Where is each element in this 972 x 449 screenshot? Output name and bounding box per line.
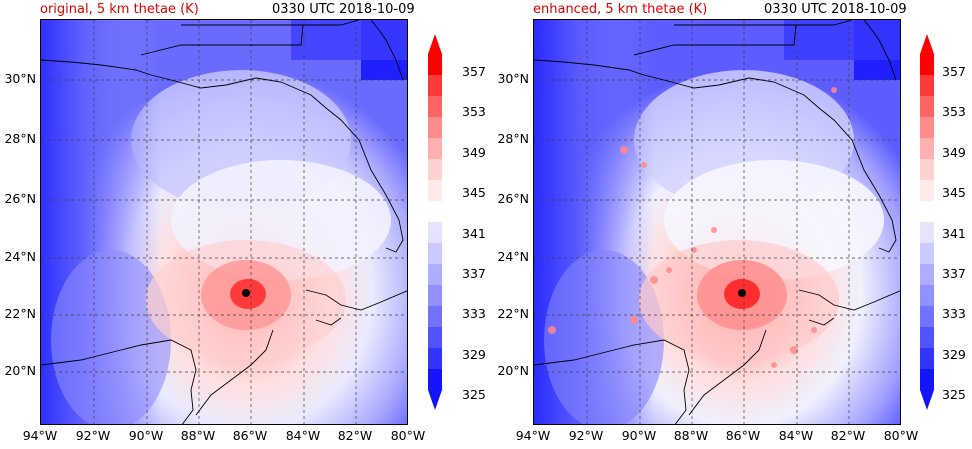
colorbar-segment (920, 222, 934, 244)
lat-label: 20°N (4, 363, 36, 378)
colorbar-label: 341 (462, 226, 486, 241)
lon-label: 92°W (568, 428, 604, 443)
colorbar-label: 353 (942, 104, 966, 119)
colorbar-segment (920, 243, 934, 265)
colorbar-segment (428, 348, 442, 370)
colorbar-label: 349 (942, 145, 966, 160)
lon-label: 84°W (778, 428, 814, 443)
lon-label: 82°W (337, 428, 373, 443)
map-panel-original (40, 19, 408, 425)
colorbar-label: 345 (462, 185, 486, 200)
map-original-graphic (41, 20, 407, 424)
lat-label: 26°N (497, 191, 529, 206)
colorbar-segment (920, 285, 934, 307)
colorbar-label: 325 (462, 387, 486, 402)
lat-label: 28°N (497, 131, 529, 146)
lat-label: 24°N (497, 249, 529, 264)
colorbar-segment (428, 138, 442, 160)
panel-right-title: enhanced, 5 km thetae (K) (533, 2, 708, 17)
lon-label: 86°W (232, 428, 268, 443)
colorbar-left (428, 32, 456, 412)
colorbar-label: 341 (942, 226, 966, 241)
colorbar-segment (428, 369, 442, 391)
colorbar-label: 329 (942, 347, 966, 362)
colorbar-segment (920, 54, 934, 76)
lat-label: 26°N (4, 191, 36, 206)
colorbar-max-arrow (920, 34, 934, 54)
lon-label: 82°W (830, 428, 866, 443)
colorbar-label: 345 (942, 185, 966, 200)
colorbar-min-arrow (428, 390, 442, 410)
lat-label: 22°N (4, 306, 36, 321)
colorbar-min-arrow (920, 390, 934, 410)
colorbar-segment (920, 75, 934, 97)
lon-label: 92°W (75, 428, 111, 443)
colorbar-segment (428, 117, 442, 139)
colorbar-segment (428, 75, 442, 97)
colorbar-segment (428, 285, 442, 307)
colorbar-label: 349 (462, 145, 486, 160)
colorbar-label: 357 (462, 64, 486, 79)
colorbar-label: 329 (462, 347, 486, 362)
colorbar-segment (428, 243, 442, 265)
colorbar-right-graphic (920, 34, 934, 410)
colorbar-segment (920, 159, 934, 181)
colorbar-segment (920, 369, 934, 391)
lon-label: 84°W (285, 428, 321, 443)
panel-left-time: 0330 UTC 2018-10-09 (272, 2, 415, 17)
panel-right-time: 0330 UTC 2018-10-09 (764, 2, 907, 17)
colorbar-segment (428, 54, 442, 76)
lat-label: 30°N (497, 71, 529, 86)
colorbar-segment (428, 264, 442, 286)
colorbar-segment (920, 264, 934, 286)
colorbar-segment (428, 96, 442, 118)
colorbar-right (920, 32, 948, 412)
lat-label: 22°N (497, 306, 529, 321)
colorbar-segment (428, 327, 442, 349)
lon-label: 80°W (883, 428, 919, 443)
colorbar-segment (920, 138, 934, 160)
lon-label: 88°W (673, 428, 709, 443)
colorbar-left-graphic (428, 34, 442, 410)
colorbar-segment (920, 180, 934, 202)
lon-label: 90°W (128, 428, 164, 443)
colorbar-segment (920, 96, 934, 118)
map-enhanced-graphic (534, 20, 900, 424)
colorbar-label: 333 (462, 306, 486, 321)
lat-label: 20°N (497, 363, 529, 378)
colorbar-label: 357 (942, 64, 966, 79)
colorbar-label: 353 (462, 104, 486, 119)
lon-label: 94°W (22, 428, 58, 443)
lon-label: 88°W (180, 428, 216, 443)
colorbar-segment (428, 222, 442, 244)
colorbar-segment (920, 117, 934, 139)
colorbar-segment (428, 180, 442, 202)
colorbar-label: 333 (942, 306, 966, 321)
lon-label: 80°W (390, 428, 426, 443)
colorbar-segment (920, 327, 934, 349)
lon-label: 94°W (515, 428, 551, 443)
lat-label: 24°N (4, 249, 36, 264)
colorbar-label: 337 (462, 266, 486, 281)
panel-left-title: original, 5 km thetae (K) (40, 2, 199, 17)
colorbar-segment (920, 201, 934, 223)
colorbar-segment (428, 159, 442, 181)
colorbar-segment (428, 201, 442, 223)
colorbar-segment (920, 306, 934, 328)
colorbar-segment (428, 306, 442, 328)
colorbar-max-arrow (428, 34, 442, 54)
lat-label: 30°N (4, 71, 36, 86)
map-panel-enhanced (533, 19, 901, 425)
lat-label: 28°N (4, 131, 36, 146)
colorbar-label: 337 (942, 266, 966, 281)
colorbar-segment (920, 348, 934, 370)
lon-label: 90°W (621, 428, 657, 443)
colorbar-label: 325 (942, 387, 966, 402)
lon-label: 86°W (725, 428, 761, 443)
